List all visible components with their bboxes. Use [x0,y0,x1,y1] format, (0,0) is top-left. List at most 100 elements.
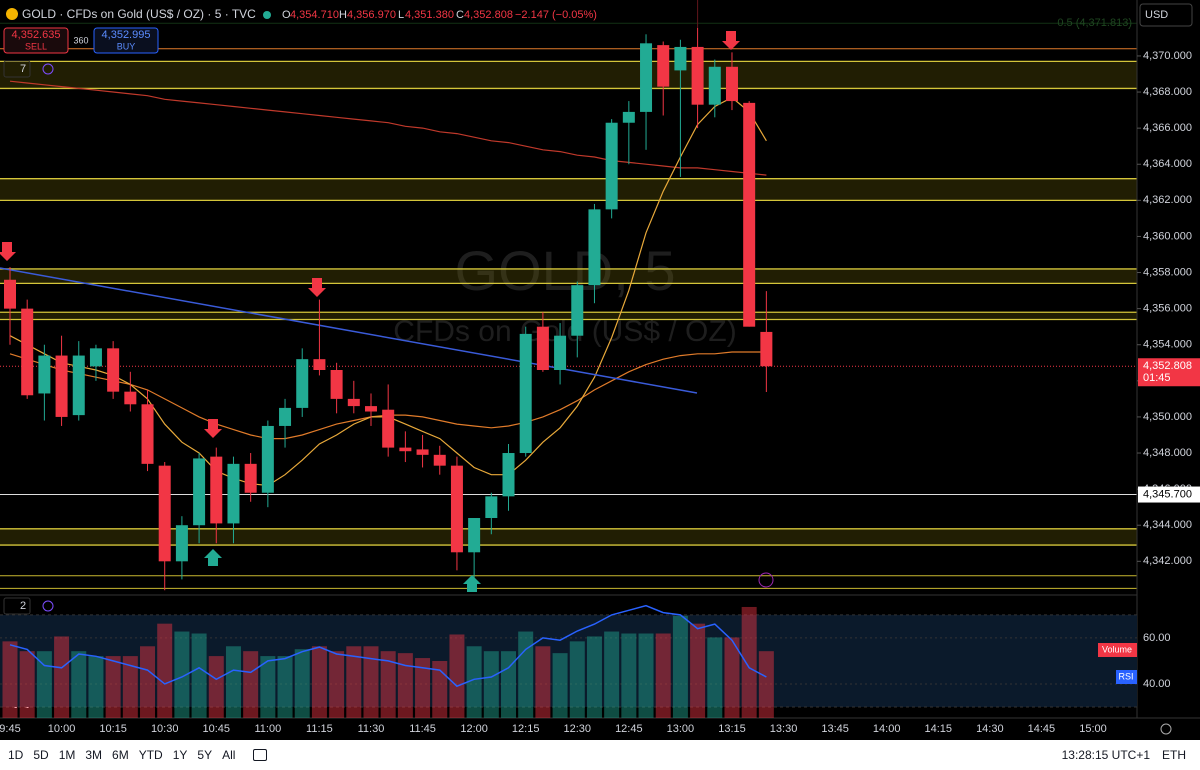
volume-bar [655,633,671,718]
candle-body [227,463,240,524]
x-tick-label: 13:15 [718,723,746,735]
candle-body [107,348,120,392]
candle-body [399,447,412,452]
range-button[interactable]: YTD [138,748,163,762]
header-bg [0,0,1137,28]
candle-body [433,454,446,466]
x-tick-label: 13:30 [770,723,798,735]
currency-select[interactable] [1139,3,1193,27]
symbol[interactable]: GOLD · CFDs on Gold (US$ / OZ) · 5 · TVC [22,7,256,21]
buy-price: 4,352.995 [102,29,151,41]
x-tick-label: 12:30 [564,723,592,735]
volume-bar [260,656,276,718]
candle-body [244,463,257,493]
candle-body [468,518,481,553]
volume-bar [638,633,654,718]
candle-body [261,425,274,493]
candle-body [158,465,171,562]
volume-bar [672,615,688,718]
range-button[interactable]: 1Y [172,748,188,762]
candle-body [519,333,532,454]
date-range-icon[interactable] [253,749,268,761]
x-tick-label: 13:00 [667,723,695,735]
candle-body [175,525,188,562]
y-tick-label: 4,342.000 [1143,555,1192,567]
candle-body [72,355,85,416]
price-label: 4,352.808 [1143,360,1192,372]
volume-bar [294,649,310,718]
x-tick-label: 10:45 [203,723,231,735]
volume-bar [741,606,757,718]
x-tick-label: 14:45 [1028,723,1056,735]
signals [0,31,740,592]
zone [0,312,1137,320]
level-label-bg [1138,486,1200,503]
x-tick-label: 14:15 [924,723,952,735]
candle-body [536,326,549,370]
candle-body [38,355,51,394]
candle-body [691,46,704,105]
range-button[interactable]: All [222,748,236,762]
candle-body [124,391,137,405]
x-tick-label: 11:30 [358,723,385,735]
indicators-icon[interactable] [42,63,54,75]
volume-bar [415,658,431,718]
indicators-toggle[interactable] [3,60,31,78]
volume-bar [346,646,362,718]
rsi-tick-label: 60.00 [1143,632,1171,644]
x-tick-label: 10:30 [151,723,179,735]
volume-bar [191,633,207,718]
l-label: L [398,9,404,21]
volume-tag: Volume [1102,644,1132,654]
clock: 13:28:15 UTC+1 [1061,748,1150,762]
volume-bar [501,651,517,718]
volume-bar [518,631,534,718]
rsi-tag-bg [1116,670,1137,684]
rsi-line [9,604,767,688]
x-tick-label: 11:45 [409,723,436,735]
sell-button[interactable] [3,27,69,54]
range-button[interactable]: 3M [85,748,103,762]
change: −2.147 (−0.05%) [515,9,597,21]
session-button[interactable]: ETH [1162,748,1186,762]
candle-body [725,66,738,102]
candle-body [760,331,773,367]
volume-bar [552,653,568,718]
candle-body [708,66,721,105]
o-label: O [282,9,291,21]
range-button[interactable]: 6M [112,748,129,762]
volume-bar [157,623,173,718]
currency: USD [1145,9,1168,21]
volume-bar [88,656,104,718]
buy-label: BUY [117,41,136,51]
buy-button[interactable] [93,27,159,54]
candle-body [657,45,670,87]
x-tick-label: 14:00 [873,723,901,735]
volume-bar [105,656,121,718]
x-tick-label: 10:15 [99,723,127,735]
settings-icon[interactable] [1160,723,1172,735]
volume-bar [707,637,723,718]
pane-toggle[interactable] [3,597,31,615]
candle-body [364,406,377,412]
candle-body [193,458,206,526]
candle-body [743,102,756,327]
range-button[interactable]: 5D [33,748,49,762]
alert-icon[interactable] [758,572,774,588]
candle-body [485,496,498,518]
volume-bar [243,651,259,718]
x-tick-label: 12:00 [460,723,488,735]
volume-bar [277,656,293,718]
level-label: 4,345.700 [1143,488,1192,500]
y-tick-label: 4,348.000 [1143,447,1192,459]
pane-count: 2 [20,600,26,612]
x-tick-label: 11:15 [306,723,333,735]
range-button[interactable]: 1M [58,748,76,762]
volume-bar [724,637,740,718]
chart: GOLD, 5 CFDs on Gold (US$ / OZ) 0.5 (4,3… [0,0,1200,740]
pane-icon[interactable] [42,600,54,612]
range-button[interactable]: 5Y [197,748,213,762]
range-button[interactable]: 1D [8,748,24,762]
symbol-icon [6,8,18,20]
x-tick-label: 12:45 [615,723,643,735]
